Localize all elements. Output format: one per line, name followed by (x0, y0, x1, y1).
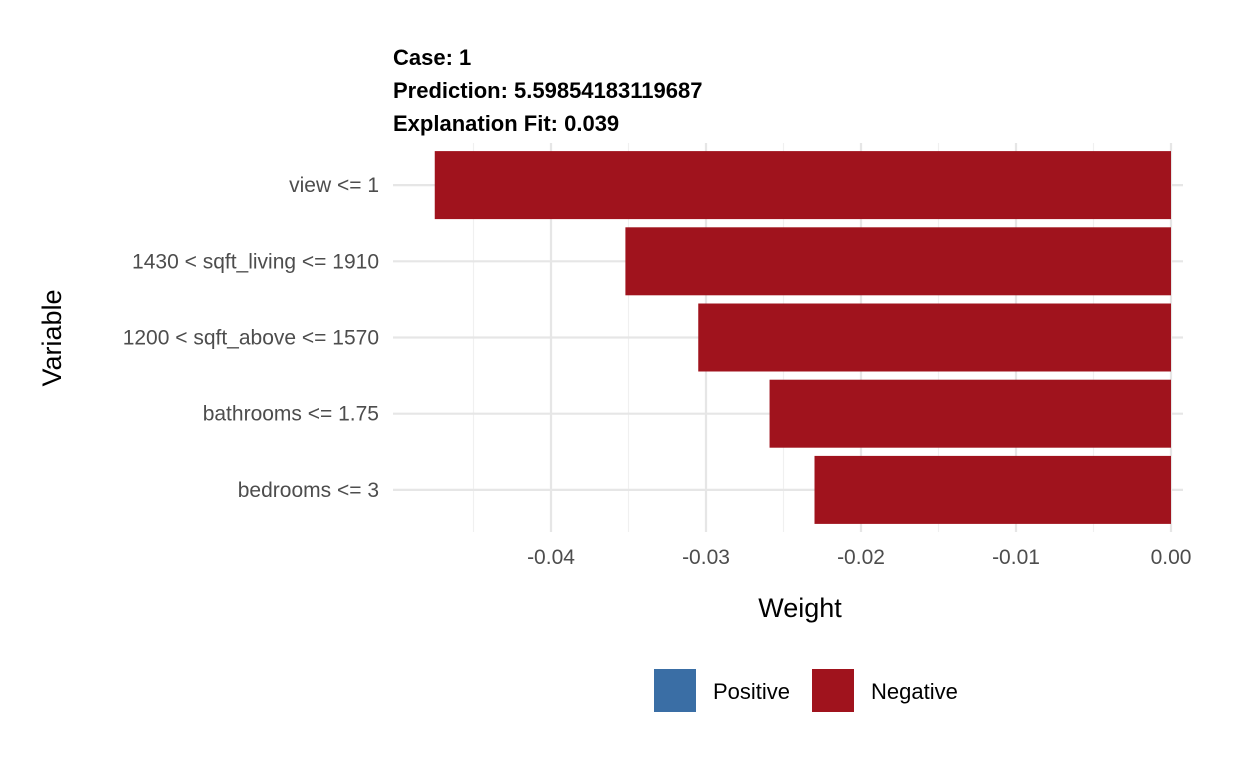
title-case: Case: 1 (393, 45, 471, 70)
y-tick-label: bathrooms <= 1.75 (203, 403, 379, 426)
bars (434, 151, 1171, 524)
y-tick-label: 1200 < sqft_above <= 1570 (123, 327, 379, 350)
legend-label-positive: Positive (713, 679, 790, 704)
legend-swatch-positive (654, 669, 696, 712)
title-prediction: Prediction: 5.59854183119687 (393, 78, 702, 103)
x-tick-label: 0.00 (1151, 546, 1192, 569)
bar (769, 379, 1171, 448)
x-axis-title: Weight (758, 593, 842, 623)
bar (698, 303, 1171, 372)
legend: Positive Negative (654, 669, 958, 712)
x-tick-label: -0.01 (992, 546, 1040, 569)
bar (625, 227, 1171, 296)
x-tick-label: -0.04 (527, 546, 575, 569)
x-tick-label: -0.03 (682, 546, 730, 569)
bar (814, 455, 1171, 524)
bar (434, 151, 1171, 220)
y-axis-title: Variable (37, 289, 67, 386)
x-tick-labels: -0.04 -0.03 -0.02 -0.01 0.00 (527, 546, 1191, 569)
y-tick-labels: view <= 1 1430 < sqft_living <= 1910 1200 … (123, 174, 379, 502)
legend-label-negative: Negative (871, 679, 958, 704)
y-tick-label: bedrooms <= 3 (238, 479, 379, 502)
legend-swatch-negative (812, 669, 854, 712)
title-explanation-fit: Explanation Fit: 0.039 (393, 111, 619, 136)
x-tick-label: -0.02 (837, 546, 885, 569)
y-tick-label: 1430 < sqft_living <= 1910 (132, 250, 379, 273)
y-tick-label: view <= 1 (289, 174, 379, 197)
